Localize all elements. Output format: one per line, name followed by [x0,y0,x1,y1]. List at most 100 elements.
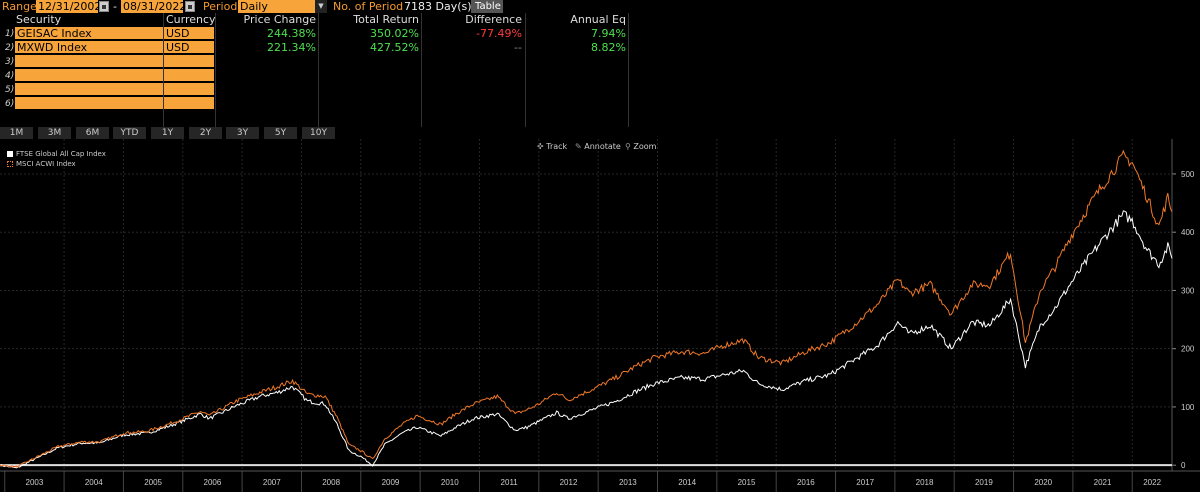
range-button-3m[interactable]: 3M [38,127,72,139]
chevron-down-icon[interactable]: ▼ [315,0,327,13]
range-button-1y[interactable]: 1Y [151,127,185,139]
legend-label: MSCI ACWI Index [16,160,76,168]
divider [628,13,629,127]
currency-input[interactable] [164,55,214,68]
row-number: 5) [5,85,15,95]
y-tick-label: 400 [1181,228,1195,237]
currency-input[interactable] [164,69,214,82]
security-input[interactable]: GEISAC Index [15,27,163,40]
x-tick-label: 2018 [916,478,934,487]
x-tick-label: 2019 [975,478,993,487]
calendar-icon[interactable] [99,1,109,12]
x-tick-label: 2017 [856,478,874,487]
x-tick-label: 2013 [619,478,637,487]
header-price-change[interactable]: Price Change [243,13,316,26]
price-change-value: 244.38% [267,27,316,40]
range-button-ytd[interactable]: YTD [113,127,147,139]
annotate-tool[interactable]: ✎ Annotate [575,142,621,152]
divider [525,13,526,127]
annotate-label: Annotate [584,142,621,151]
security-input[interactable] [15,55,163,68]
currency-input[interactable]: USD [164,27,214,40]
legend-swatch [7,161,13,167]
row-number: 2) [5,43,15,53]
currency-input[interactable] [164,97,214,110]
x-tick-label: 2012 [560,478,578,487]
x-tick-label: 2011 [501,478,519,487]
x-tick-label: 2015 [738,478,756,487]
annual-eq-value: 7.94% [591,27,626,40]
annual-eq-value: 8.82% [591,41,626,54]
total-return-value: 427.52% [370,41,419,54]
zoom-label: Zoom [633,142,657,151]
x-tick-label: 2020 [1034,478,1052,487]
x-tick-label: 2010 [441,478,459,487]
pencil-icon: ✎ [575,142,582,151]
crosshair-icon: ✜ [537,142,544,151]
header-currency[interactable]: Currency [166,13,216,26]
series-line-msci [0,149,1173,468]
currency-input[interactable] [164,83,214,96]
num-periods-label: No. of Period [333,0,404,13]
performance-chart[interactable]: 0 100 200 300 400 500 2003 2004 2005 2006 2007 2008… [0,139,1200,492]
legend-item-msci[interactable]: MSCI ACWI Index [7,159,76,169]
x-tick-label: 2022 [1143,478,1161,487]
y-tick-label: 500 [1181,170,1195,179]
header-security[interactable]: Security [16,13,62,26]
row-number: 6) [5,99,15,109]
security-input[interactable] [15,83,163,96]
calendar-icon[interactable] [185,1,195,12]
track-tool[interactable]: ✜ Track [537,142,567,152]
x-tick-label: 2008 [322,478,340,487]
zoom-tool[interactable]: ⚲ Zoom [625,142,656,152]
x-tick-label: 2007 [263,478,281,487]
start-date-input[interactable]: 12/31/2002 [36,0,102,13]
num-periods-value: 7183 Day(s) [404,0,472,13]
difference-value: -77.49% [476,27,522,40]
divider [215,13,216,127]
range-button-3y[interactable]: 3Y [226,127,260,139]
x-tick-label: 2003 [26,478,44,487]
x-tick-label: 2006 [204,478,222,487]
price-change-value: 221.34% [267,41,316,54]
chart-canvas[interactable]: 0 100 200 300 400 500 2003 2004 2005 2006 2007 2008… [0,139,1200,492]
range-button-1m[interactable]: 1M [0,127,34,139]
period-select[interactable]: Daily [238,0,315,13]
divider [163,13,164,127]
x-tick-label: 2004 [85,478,103,487]
row-number: 3) [5,57,15,67]
series-line-ftse [0,210,1173,469]
x-tick-label: 2005 [144,478,162,487]
x-tick-label: 2016 [797,478,815,487]
difference-value: -- [514,41,522,54]
legend-swatch [7,151,13,157]
y-tick-label: 100 [1181,403,1195,412]
securities-table: Security Currency Price Change Total Ret… [0,13,630,127]
range-button-6m[interactable]: 6M [76,127,110,139]
security-input[interactable] [15,69,163,82]
range-button-10y[interactable]: 10Y [302,127,336,139]
header-difference[interactable]: Difference [465,13,522,26]
end-date-input[interactable]: 08/31/2022 [121,0,187,13]
y-tick-label: 300 [1181,286,1195,295]
divider [421,13,422,127]
row-number: 4) [5,71,15,81]
y-tick-label: 0 [1181,461,1186,470]
security-input[interactable] [15,97,163,110]
y-tick-label: 200 [1181,345,1195,354]
toolbar: Range 12/31/2002 - 08/31/2022 Period Dai… [0,0,1200,13]
divider [318,13,319,127]
x-tick-label: 2009 [382,478,400,487]
header-total-return[interactable]: Total Return [353,13,419,26]
range-button-2y[interactable]: 2Y [189,127,223,139]
x-tick-label: 2014 [678,478,696,487]
currency-input[interactable]: USD [164,41,214,54]
range-button-5y[interactable]: 5Y [264,127,298,139]
total-return-value: 350.02% [370,27,419,40]
security-input[interactable]: MXWD Index [15,41,163,54]
legend-label: FTSE Global All Cap Index [16,150,106,158]
header-annual-eq[interactable]: Annual Eq [570,13,626,26]
table-button[interactable]: Table [471,0,503,13]
range-label: Range [2,0,37,13]
legend-item-ftse[interactable]: FTSE Global All Cap Index [7,149,106,159]
